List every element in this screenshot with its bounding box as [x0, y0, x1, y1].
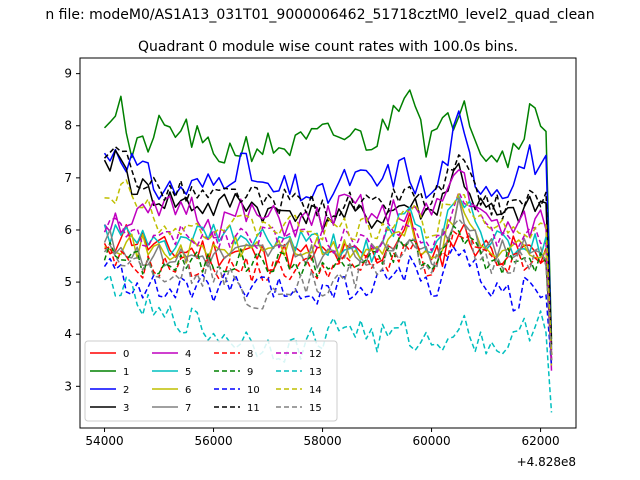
- series-line-13: [104, 274, 553, 413]
- legend-label-15: 15: [309, 403, 322, 414]
- series-line-15: [103, 218, 553, 361]
- legend-label-4: 4: [185, 349, 191, 360]
- x-tick-label: 58000: [303, 434, 341, 448]
- legend-label-3: 3: [123, 403, 129, 414]
- series-line-8: [104, 230, 553, 361]
- series-line-9: [103, 225, 553, 356]
- series-line-5: [103, 195, 553, 361]
- y-tick-label: 5: [64, 275, 72, 289]
- y-tick-label: 7: [64, 171, 72, 185]
- plot-frame: [79, 57, 577, 429]
- legend-label-14: 14: [309, 385, 322, 396]
- series-line-14: [104, 179, 553, 356]
- y-tick-label: 9: [64, 67, 72, 81]
- series-line-4: [103, 169, 553, 371]
- legend-label-13: 13: [309, 367, 322, 378]
- legend-label-1: 1: [123, 367, 129, 378]
- chart-title: Quadrant 0 module wise count rates with …: [138, 39, 518, 55]
- y-tick-label: 6: [64, 223, 72, 237]
- legend-label-0: 0: [123, 349, 129, 360]
- x-tick-label: 60000: [412, 434, 450, 448]
- y-tick-label: 3: [64, 379, 72, 393]
- x-axis: 54000 56000 58000 60000 62000: [85, 428, 560, 448]
- figure-suptitle: n file: modeM0/AS1A13_031T01_9000006462_…: [45, 7, 594, 23]
- y-tick-label: 4: [64, 327, 72, 341]
- series-line-12: [103, 191, 553, 361]
- series-line-7: [103, 197, 553, 361]
- legend-label-2: 2: [123, 385, 129, 396]
- legend-label-5: 5: [185, 367, 191, 378]
- series-line-3: [103, 149, 553, 356]
- series-line-11: [103, 146, 553, 345]
- legend-label-12: 12: [309, 349, 322, 360]
- legend-label-8: 8: [247, 349, 253, 360]
- legend-box: [84, 340, 338, 422]
- x-tick-label: 56000: [194, 434, 232, 448]
- y-tick-label: 8: [64, 119, 72, 133]
- series-lines: [103, 89, 553, 413]
- x-offset-label: +4.828e8: [517, 455, 576, 469]
- x-tick-label: 62000: [521, 434, 559, 448]
- series-line-0: [103, 212, 553, 356]
- legend-label-10: 10: [247, 385, 260, 396]
- legend-label-9: 9: [247, 367, 253, 378]
- series-line-1: [103, 89, 553, 340]
- legend-label-6: 6: [185, 385, 191, 396]
- x-tick-label: 54000: [85, 434, 123, 448]
- legend-label-7: 7: [185, 403, 191, 414]
- legend-label-11: 11: [247, 403, 260, 414]
- series-line-10: [103, 245, 553, 366]
- y-axis: 3 4 5 6 7 8 9: [64, 67, 80, 393]
